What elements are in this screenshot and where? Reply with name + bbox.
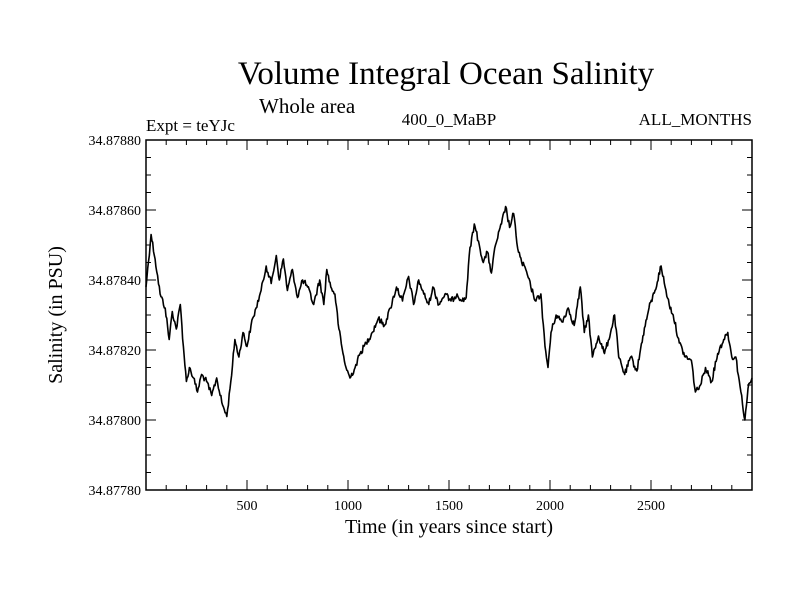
y-tick-label: 34.87880 [89,134,142,149]
experiment-label: Expt = teYJc [146,116,235,135]
chart-subtitle: Whole area [259,94,356,118]
plot-frame [145,139,753,491]
x-tick-label: 1000 [334,499,362,514]
chart-title: Volume Integral Ocean Salinity [238,56,655,92]
period-label: 400_0_MaBP [402,110,496,129]
months-label: ALL_MONTHS [639,110,752,129]
y-tick-label: 34.87780 [89,484,142,499]
salinity-line [145,205,753,421]
y-tick-label: 34.87840 [89,274,142,289]
y-axis-ticks: 34.87780 34.87800 34.87820 34.87840 34.87860… [89,134,752,499]
y-tick-label: 34.87800 [89,414,142,429]
x-tick-label: 500 [237,499,258,514]
x-tick-label: 2000 [536,499,564,514]
x-axis-ticks: 500 1000 1500 2000 2500 [165,140,733,514]
series-layer [145,205,753,421]
y-tick-label: 34.87860 [89,204,142,219]
x-tick-label: 1500 [435,499,463,514]
y-tick-label: 34.87820 [89,344,142,359]
y-axis-label: Salinity (in PSU) [45,246,67,384]
x-tick-label: 2500 [637,499,665,514]
x-axis-label: Time (in years since start) [345,516,553,538]
